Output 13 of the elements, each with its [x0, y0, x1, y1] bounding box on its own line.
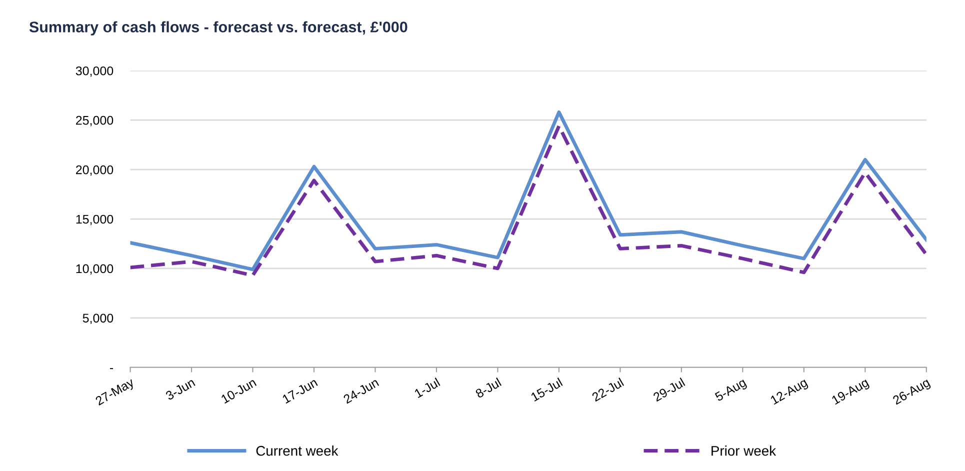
y-tick-label: 15,000 [76, 214, 114, 226]
chart-title: Summary of cash flows - forecast vs. forecast, £'000 [29, 21, 408, 36]
legend-label: Current week [256, 446, 338, 456]
x-tick-label: 3-Jun [165, 378, 196, 400]
y-tick-label: - [110, 368, 114, 370]
y-tick-label: 25,000 [76, 116, 114, 126]
x-tick-label: 8-Jul [474, 378, 502, 398]
y-tick-label: 10,000 [76, 264, 114, 275]
y-tick-label: 20,000 [76, 165, 114, 176]
legend-label: Prior week [712, 446, 776, 456]
x-tick-label: 1-Jul [414, 378, 440, 398]
y-tick-label: 30,000 [76, 66, 114, 77]
y-tick-label: 5,000 [82, 314, 114, 324]
